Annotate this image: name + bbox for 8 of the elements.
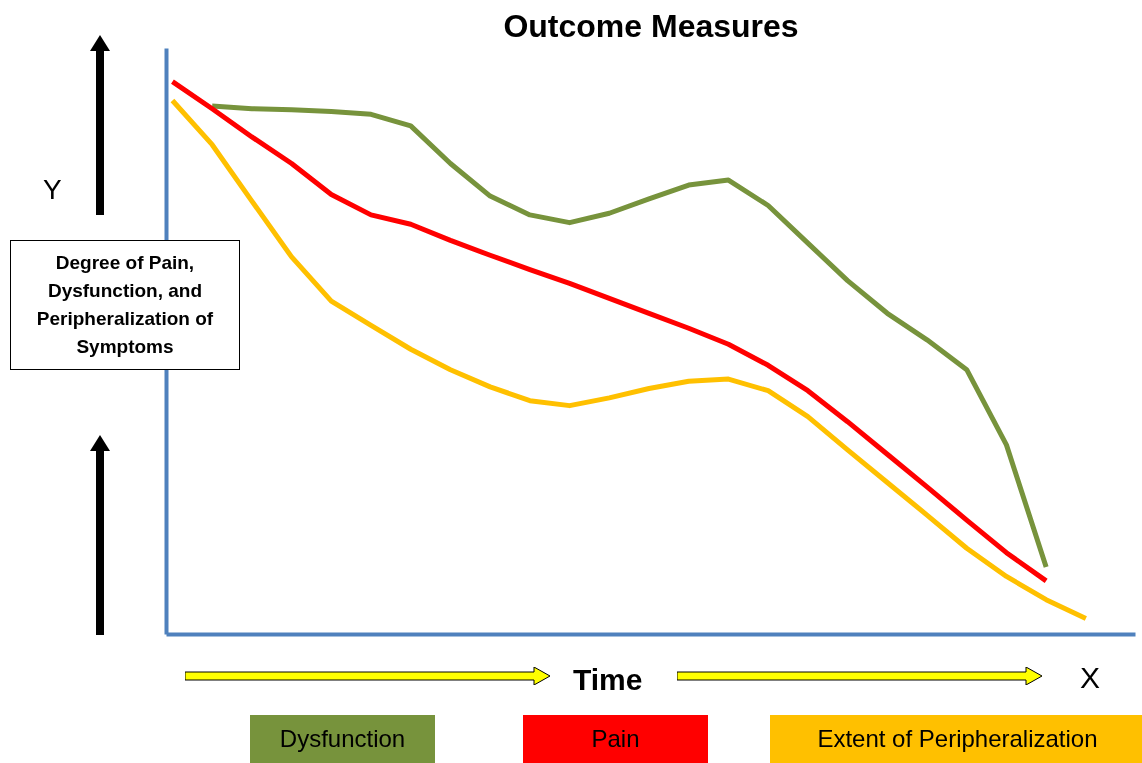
text: Extent of Peripheralization: [770, 715, 1142, 763]
chart-title: Outcome Measures: [503, 7, 799, 44]
text: X: [1080, 660, 1101, 696]
y-axis-title: Degree of Pain, Dysfunction, and Peripheralization of Symptoms: [10, 240, 240, 370]
text: Y: [43, 173, 62, 207]
x-axis-title: Time: [573, 662, 643, 698]
text: Pain: [523, 715, 708, 763]
text: Dysfunction: [250, 715, 435, 763]
